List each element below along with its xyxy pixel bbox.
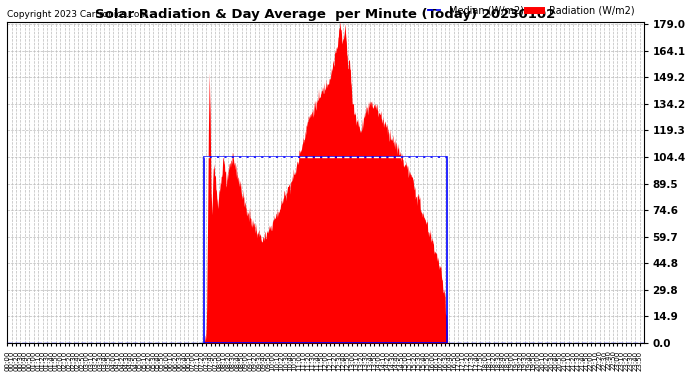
Bar: [204, 157, 447, 343]
Text: Copyright 2023 Cartronics.com: Copyright 2023 Cartronics.com: [7, 10, 148, 19]
Title: Solar Radiation & Day Average  per Minute (Today) 20230102: Solar Radiation & Day Average per Minute…: [95, 8, 555, 21]
Legend: Median (W/m2), Radiation (W/m2): Median (W/m2), Radiation (W/m2): [423, 2, 639, 20]
